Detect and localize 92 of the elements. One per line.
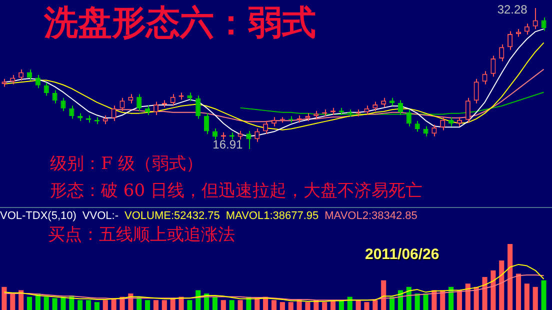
bar (347, 296, 352, 310)
candlestick (111, 105, 116, 122)
bar (474, 286, 479, 310)
candlestick (44, 82, 49, 96)
text: 形态：破 60 日线，但迅速拉起，大盘不济易死亡 (50, 180, 422, 202)
candlestick (490, 55, 496, 78)
bar (78, 300, 83, 310)
candlestick (499, 44, 504, 62)
bar (322, 302, 328, 310)
candlestick (381, 97, 386, 108)
bar (465, 284, 470, 310)
bar (516, 274, 522, 310)
bar (499, 260, 504, 310)
bar (145, 300, 150, 310)
bar (432, 290, 437, 310)
candlestick (254, 128, 260, 142)
text: 级别：F 级（弱式） (50, 153, 204, 175)
bar (86, 300, 92, 310)
bar (18, 290, 24, 310)
bar (541, 280, 546, 310)
bar (532, 286, 538, 310)
bar (524, 284, 530, 310)
candlestick (263, 120, 268, 135)
candlestick (52, 90, 58, 104)
bar (364, 302, 370, 310)
candlestick (204, 112, 210, 135)
bar (254, 298, 260, 310)
bar (508, 244, 513, 310)
bar (60, 296, 66, 310)
candlestick (524, 23, 530, 36)
bar (187, 300, 192, 310)
bar (440, 290, 446, 310)
bar (153, 300, 158, 310)
text: MAVOL2:38342.85 (324, 210, 418, 222)
bar (280, 302, 285, 310)
bar (238, 300, 243, 310)
text: VOL-TDX(5,10) (0, 210, 76, 222)
text: VVOL:- (82, 210, 118, 222)
candlestick (364, 105, 370, 116)
candlestick (482, 70, 488, 85)
candlestick (423, 126, 428, 137)
candlestick (120, 97, 125, 112)
candlestick (10, 74, 16, 85)
candlestick (196, 95, 201, 120)
candlestick (69, 105, 74, 120)
bar (271, 300, 277, 310)
bar (196, 290, 201, 310)
bar (10, 294, 16, 310)
annotation: 2011/06/26 (365, 246, 440, 263)
bar (356, 300, 361, 310)
bar (414, 294, 420, 310)
annotation: 16.91 (212, 137, 244, 152)
bar (372, 300, 378, 310)
text: VOLUME:52432.75 (124, 210, 220, 222)
candlestick (170, 94, 176, 106)
bar (162, 300, 167, 310)
bar (288, 302, 294, 310)
bar (26, 296, 32, 310)
candlestick (432, 124, 437, 137)
bar (381, 280, 386, 310)
bar (390, 296, 395, 310)
candlestick (541, 17, 546, 32)
candlestick (372, 101, 378, 112)
bar (102, 300, 108, 310)
bar (44, 296, 49, 310)
bar (52, 298, 58, 310)
bar (229, 300, 234, 310)
bar (212, 296, 218, 310)
candlestick (414, 120, 420, 132)
bar (220, 300, 226, 310)
bar (448, 286, 454, 310)
candlestick (246, 130, 252, 150)
bar (482, 277, 488, 310)
candlestick (136, 94, 142, 112)
text: MAVOL1:38677.95 (226, 210, 319, 222)
candlestick (508, 30, 513, 50)
candlestick (60, 97, 66, 112)
bar (178, 296, 184, 310)
bar (94, 302, 100, 310)
candlestick (465, 97, 470, 124)
bar (423, 294, 428, 310)
annotation: 32.28 (497, 2, 528, 16)
candlestick (532, 8, 538, 30)
bar (490, 270, 496, 310)
candlestick (474, 78, 479, 104)
bar (2, 286, 7, 310)
chart-title: 洗盘形态六：弱式 (44, 2, 316, 45)
bar (406, 286, 412, 310)
bar (456, 290, 462, 310)
bar (305, 302, 310, 310)
annotation: 买点：五线顺上或追涨法 (48, 224, 235, 246)
candlestick (35, 74, 40, 89)
